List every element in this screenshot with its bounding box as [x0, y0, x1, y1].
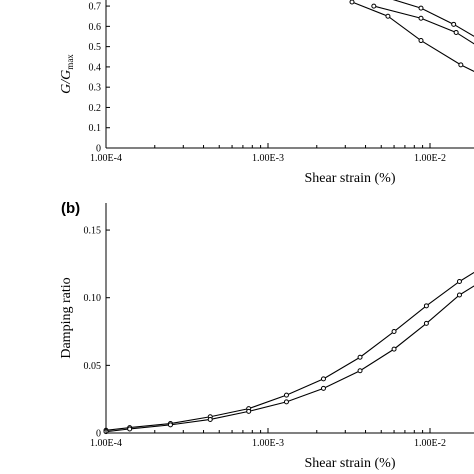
data-point: [246, 408, 252, 414]
y-tick-label: 0.3: [89, 83, 102, 94]
data-point: [357, 368, 363, 374]
panel-a-y-axis-title-main: G/G: [59, 70, 74, 94]
panel-a-x-axis-title: Shear strain (%): [305, 171, 396, 186]
series-line-1: [105, 271, 474, 431]
series-line-1: [392, 0, 474, 37]
x-tick-label: 1.00E-4: [90, 438, 122, 449]
data-point: [418, 5, 424, 11]
data-point: [453, 29, 459, 35]
y-tick-label: 0: [96, 144, 101, 155]
y-tick-label: 0: [96, 429, 101, 440]
x-tick-label: 1.00E-3: [252, 438, 284, 449]
data-point: [371, 3, 377, 9]
data-point: [349, 0, 355, 5]
y-tick-label: 0.5: [89, 42, 102, 53]
data-point: [423, 320, 429, 326]
panel-a-curves: [349, 0, 474, 73]
data-point: [418, 38, 424, 44]
data-point: [456, 278, 462, 284]
panel-b-y-axis-title: Damping ratio: [59, 277, 74, 358]
data-point: [283, 399, 289, 405]
data-point: [456, 292, 462, 298]
data-point: [391, 346, 397, 352]
y-tick-label: 0.05: [84, 361, 102, 372]
panel-a-x-ticks: 1.00E-4 1.00E-3 1.00E-2: [90, 143, 446, 164]
panel-a-y-axis-title: G/Gmax: [59, 54, 75, 94]
panel-a-y-ticks: 0 0.1 0.2 0.3 0.4 0.5 0.6 0.7: [89, 2, 110, 155]
data-point: [320, 385, 326, 391]
data-point: [391, 329, 397, 335]
panel-b-label: (b): [61, 200, 80, 217]
y-tick-label: 0.7: [89, 2, 102, 13]
x-tick-label: 1.00E-4: [90, 153, 122, 164]
series-line-2: [105, 285, 474, 433]
panel-b-x-ticks: 1.00E-4 1.00E-3 1.00E-2: [90, 428, 446, 449]
data-point: [207, 416, 213, 422]
data-point: [127, 426, 133, 432]
y-tick-label: 0.1: [89, 123, 102, 134]
panel-b-y-ticks: 0 0.05 0.10 0.15: [84, 226, 110, 440]
panel-b-x-axis-title: Shear strain (%): [305, 456, 396, 471]
data-point: [451, 21, 457, 27]
data-point: [167, 422, 173, 428]
y-tick-label: 0.6: [89, 22, 102, 33]
data-point: [357, 354, 363, 360]
panel-a-y-axis-title-sub: max: [65, 54, 75, 70]
data-point: [423, 303, 429, 309]
y-tick-label: 0.10: [84, 293, 102, 304]
x-tick-label: 1.00E-2: [414, 153, 446, 164]
x-tick-label: 1.00E-3: [252, 153, 284, 164]
data-point: [283, 392, 289, 398]
data-point: [320, 376, 326, 382]
data-point: [385, 13, 391, 19]
y-tick-label: 0.15: [84, 226, 102, 237]
data-point: [418, 15, 424, 21]
data-point: [458, 62, 464, 68]
panel-b-damping: 00.050.100.15 1.00E-4 1.00E-3 1.00E-2 (b) …: [59, 200, 474, 471]
y-tick-label: 0.2: [89, 103, 102, 114]
panel-a-modulus-ratio: 00.10.20.30.40.50.60.7 1.00E-4 1.00E-3 1.0…: [59, 0, 474, 186]
x-tick-label: 1.00E-2: [414, 438, 446, 449]
panel-b-curves: [103, 271, 474, 435]
y-tick-label: 0.4: [89, 62, 102, 73]
